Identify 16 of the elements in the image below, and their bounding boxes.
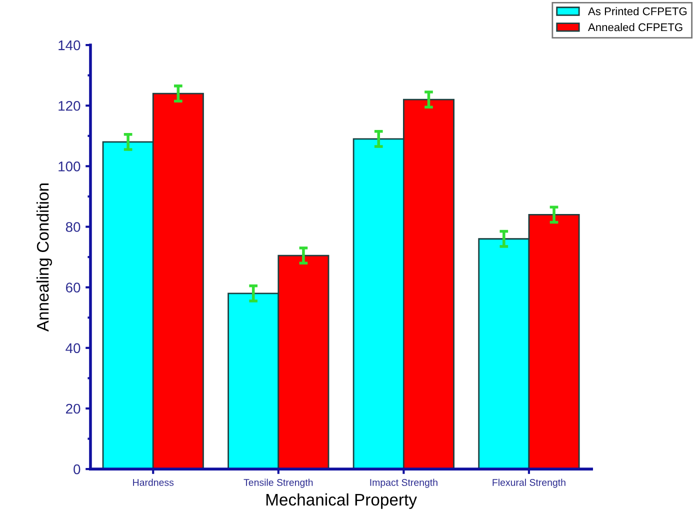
legend-label: Annealed CFPETG	[588, 23, 682, 32]
y-tick-label: 140	[58, 40, 80, 50]
y-tick-label: 0	[74, 464, 80, 474]
x-tick-label: Hardness	[133, 478, 174, 486]
y-tick-label: 120	[58, 100, 80, 111]
legend-label: As Printed CFPETG	[588, 7, 687, 16]
x-tick-label: Flexural Strength	[492, 478, 566, 488]
x-axis-title: Mechanical Property	[266, 493, 417, 509]
x-tick-label: Tensile Strength	[244, 478, 313, 488]
y-tick-label: 40	[66, 343, 80, 354]
y-tick-label: 20	[66, 404, 80, 414]
y-tick-label: 80	[66, 222, 80, 232]
y-tick-label: 60	[66, 282, 80, 293]
y-axis-title: Annealing Condition	[36, 184, 52, 332]
y-tick-label: 100	[58, 162, 80, 172]
x-tick-label: Impact Strength	[370, 478, 438, 488]
